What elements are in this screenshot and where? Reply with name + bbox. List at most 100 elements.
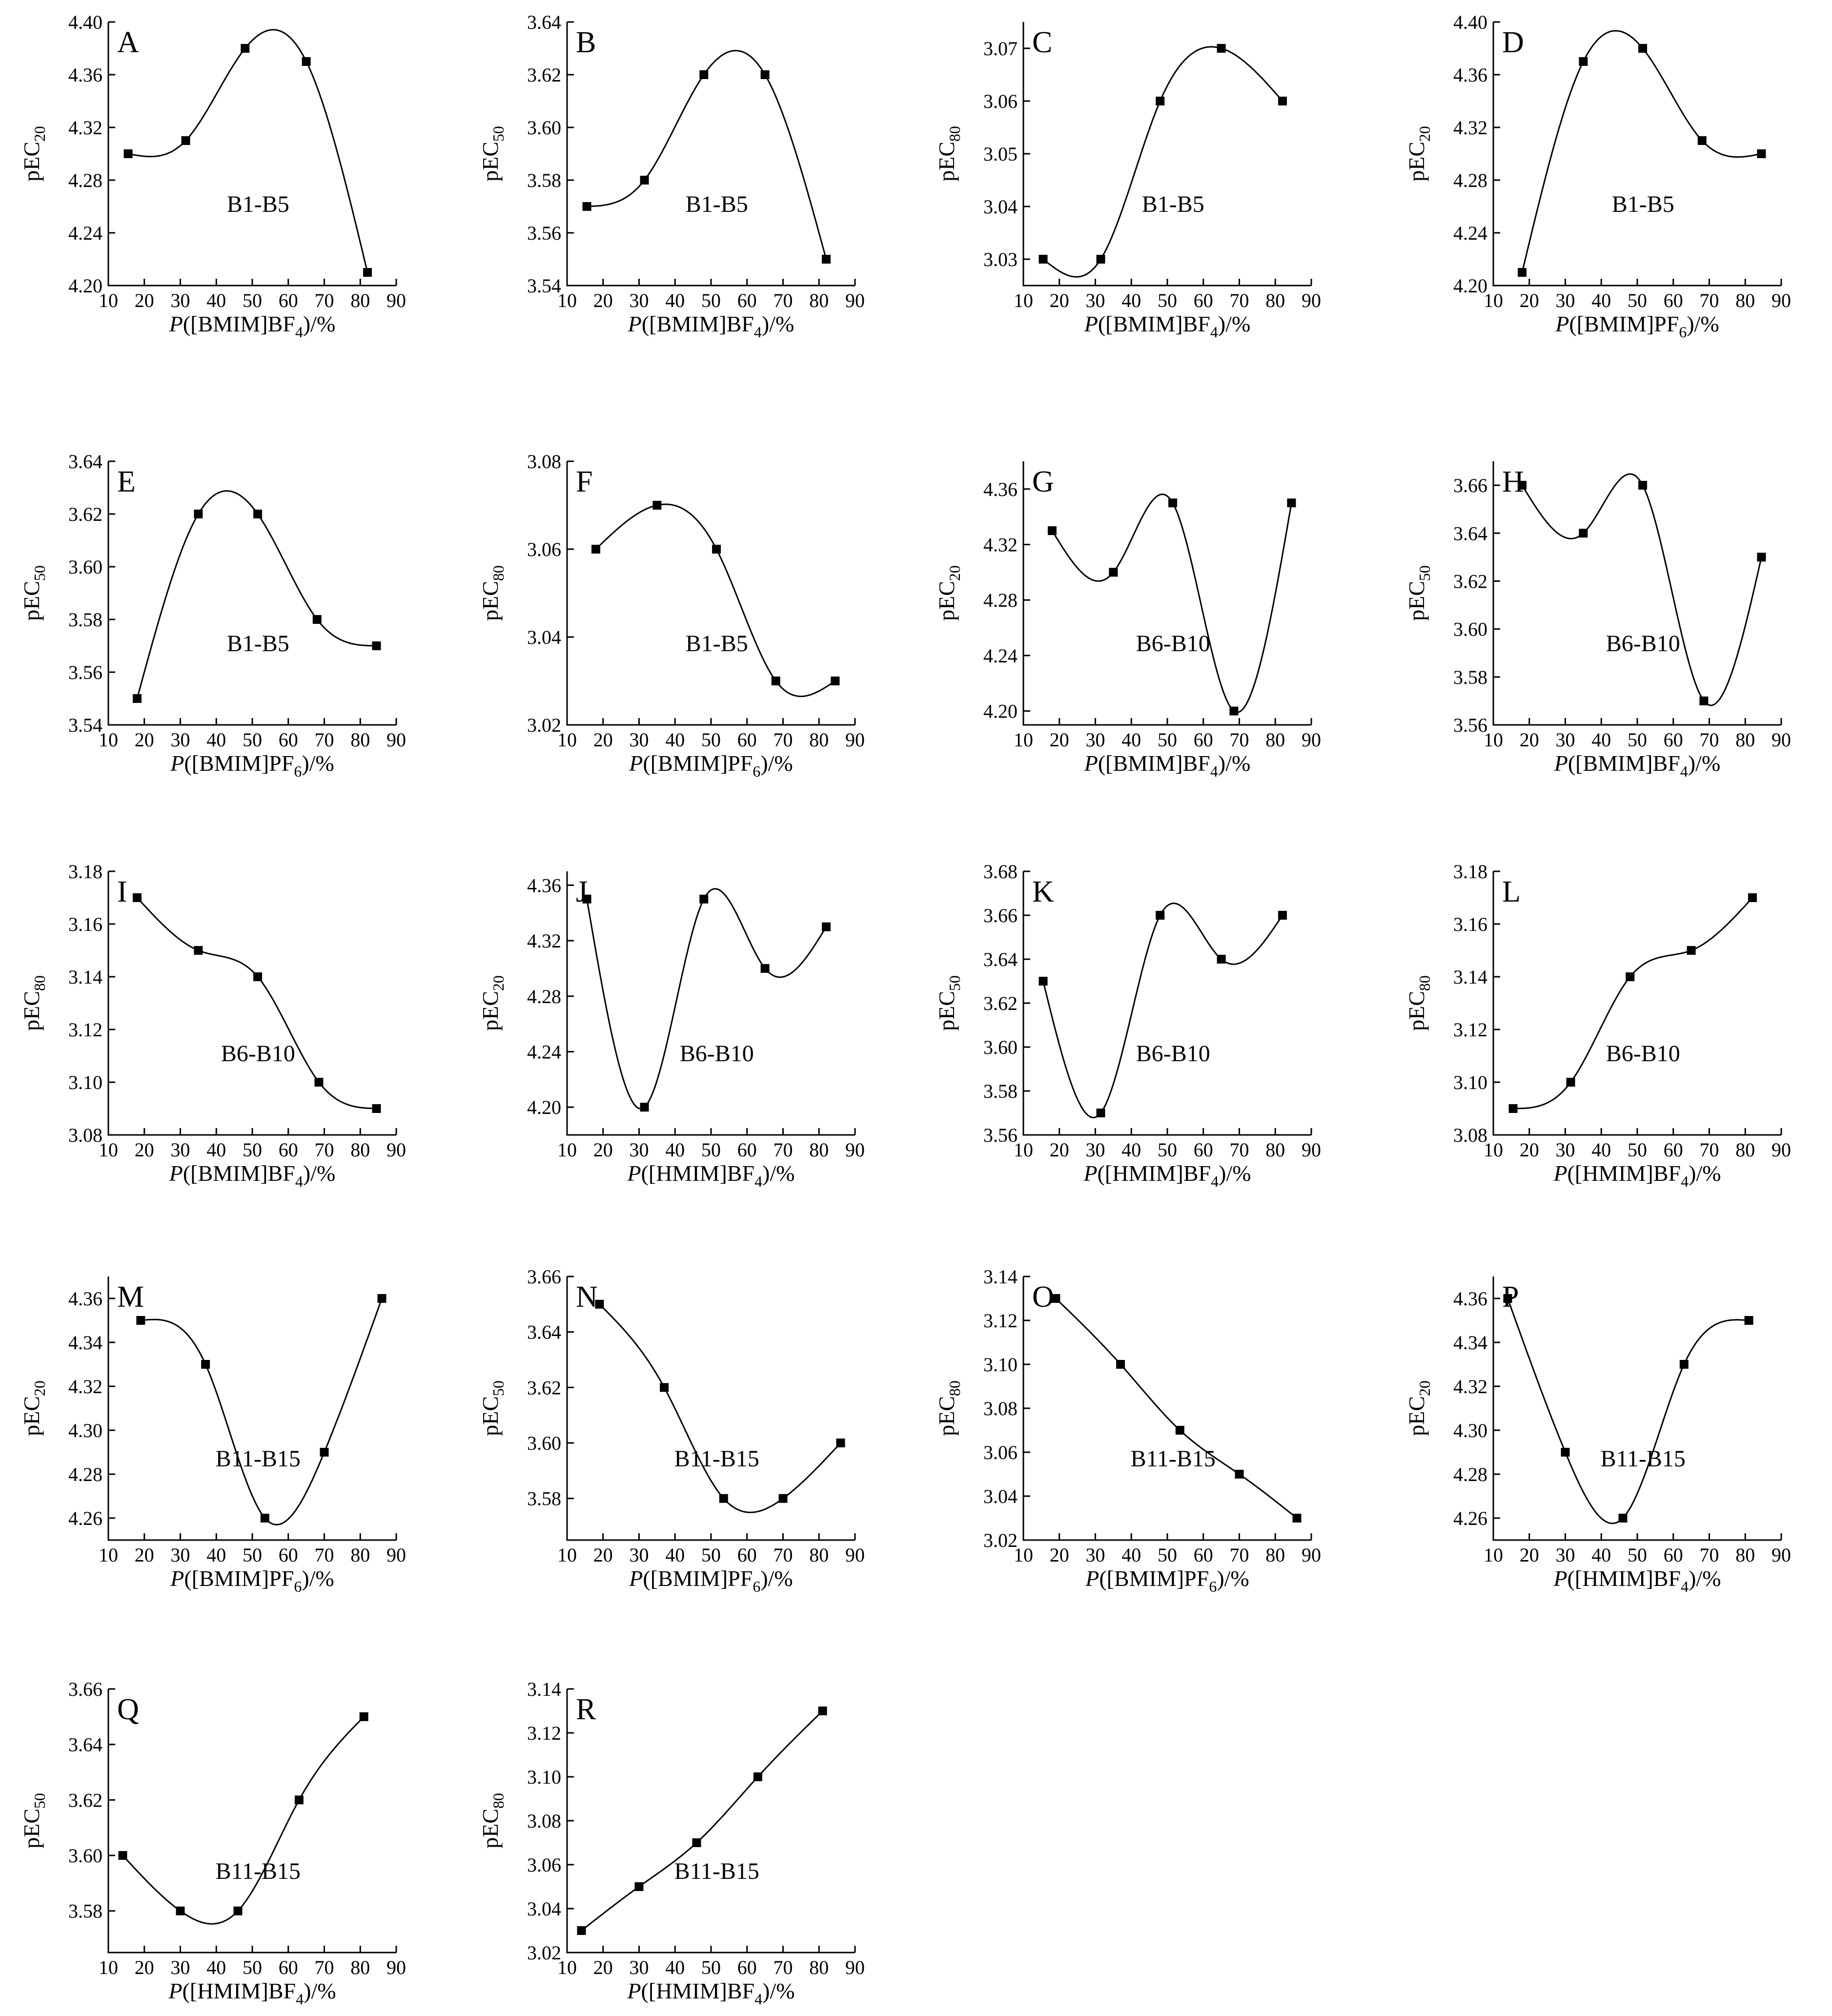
data-point — [1287, 498, 1296, 508]
x-axis-title: P([BMIM]PF6)/% — [170, 751, 334, 780]
series-label: B1-B5 — [686, 631, 748, 657]
data-point — [1518, 268, 1527, 277]
x-tick-label: 80 — [350, 289, 370, 311]
y-axis-title-sub: 50 — [489, 1380, 507, 1396]
x-tick-label: 20 — [1520, 289, 1539, 311]
y-tick-label: 4.20 — [1453, 275, 1487, 297]
data-point — [1096, 1109, 1105, 1117]
x-tick-label: 10 — [1484, 1139, 1503, 1161]
x-tick-label: 90 — [387, 1956, 406, 1978]
y-axis-title-main: pEC — [19, 991, 44, 1031]
x-tick-label: 60 — [279, 729, 298, 751]
y-tick-label: 3.14 — [1453, 966, 1487, 988]
x-axis-title: P([BMIM]BF4)/% — [1084, 311, 1251, 341]
y-tick-label: 3.06 — [527, 538, 561, 560]
x-axis-title-sub: 4 — [1210, 762, 1218, 780]
y-axis-title-main: pEC — [1404, 581, 1429, 621]
data-point — [372, 641, 381, 650]
panel-letter: Q — [117, 1693, 139, 1726]
data-point — [1051, 1294, 1060, 1303]
x-tick-label: 10 — [99, 729, 118, 751]
x-axis-title: P([BMIM]PF6)/% — [170, 1566, 334, 1595]
x-tick-label: 20 — [593, 729, 613, 751]
y-axis-title: pEC50 — [478, 1380, 507, 1436]
x-axis-title-ion: [HMIM]BF — [1575, 1161, 1681, 1186]
x-tick-label: 20 — [1520, 1139, 1539, 1161]
x-axis-title-ion: [BMIM]PF — [1577, 311, 1679, 336]
x-tick-label: 10 — [557, 289, 577, 311]
data-point — [760, 70, 770, 79]
x-tick-label: 20 — [1520, 729, 1539, 751]
data-point — [253, 972, 263, 981]
series-curve — [599, 1303, 841, 1513]
y-axis-title-main: pEC — [478, 581, 503, 621]
x-tick-label: 30 — [630, 289, 649, 311]
y-tick-label: 3.06 — [527, 1854, 561, 1876]
data-point — [577, 1926, 586, 1935]
x-axis-title-ion: [HMIM]BF — [190, 1978, 296, 2003]
y-tick-label: 3.04 — [527, 626, 561, 648]
x-axis-title-ion: [HMIM]BF — [1575, 1566, 1681, 1591]
y-tick-label: 3.66 — [983, 905, 1018, 926]
x-tick-label: 70 — [1230, 1544, 1249, 1566]
x-tick-label: 80 — [1265, 289, 1285, 311]
axis-lines — [1492, 871, 1781, 1136]
x-tick-label: 80 — [809, 1956, 829, 1978]
x-tick-label: 20 — [135, 1139, 154, 1161]
axis-lines — [566, 461, 855, 726]
x-axis-title-ion: [BMIM]BF — [190, 1161, 295, 1186]
data-point — [640, 1103, 649, 1112]
y-tick-label: 3.64 — [983, 948, 1018, 970]
axis-lines — [566, 22, 855, 287]
x-tick-label: 30 — [171, 1544, 190, 1566]
series-curve — [136, 490, 377, 699]
panel-C: 10 20 30 40 50 60 70 80 90 3.03 3.04 3.05 3.06 3.07 C B… — [934, 22, 1321, 341]
y-tick-label: 3.10 — [1453, 1071, 1487, 1093]
data-point — [123, 149, 133, 158]
axis-lines — [107, 22, 396, 287]
y-tick-label: 3.54 — [68, 714, 102, 736]
y-tick-label: 4.28 — [527, 986, 561, 1008]
x-tick-label: 30 — [1556, 1139, 1575, 1161]
y-tick-label: 3.06 — [983, 90, 1018, 112]
y-tick-label: 3.66 — [527, 1266, 561, 1288]
data-point — [719, 1494, 728, 1503]
y-axis-title-sub: 50 — [946, 975, 963, 991]
x-tick-label: 50 — [1628, 1139, 1647, 1161]
data-point — [1697, 136, 1707, 145]
series-label: B11-B15 — [674, 1858, 759, 1884]
y-axis-title-sub: 20 — [489, 975, 507, 991]
y-tick-label: 3.62 — [68, 503, 102, 525]
data-point — [1566, 1078, 1575, 1087]
y-axis-title-main: pEC — [1404, 142, 1429, 182]
x-tick-label: 40 — [206, 729, 226, 751]
y-axis-title-sub: 20 — [1416, 1380, 1433, 1396]
x-tick-label: 40 — [1121, 1544, 1141, 1566]
y-axis-title-sub: 20 — [31, 1380, 48, 1396]
y-tick-label: 3.58 — [983, 1080, 1018, 1102]
y-axis-title-sub: 50 — [31, 565, 48, 581]
x-tick-label: 80 — [1735, 289, 1755, 311]
panel-letter: R — [576, 1693, 596, 1726]
x-tick-label: 70 — [774, 1544, 793, 1566]
x-tick-label: 50 — [701, 1956, 721, 1978]
data-point — [1579, 57, 1588, 66]
y-axis-title: pEC20 — [934, 565, 963, 621]
y-axis-title-main: pEC — [478, 1396, 503, 1436]
y-axis-title-sub: 50 — [1416, 565, 1433, 581]
x-axis-title-sub: 6 — [753, 1578, 760, 1595]
data-point — [294, 1795, 304, 1805]
x-tick-label: 50 — [243, 289, 262, 311]
y-axis-title: pEC20 — [19, 126, 48, 182]
data-point — [1699, 696, 1709, 705]
y-tick-label: 3.14 — [68, 966, 102, 988]
x-tick-label: 60 — [279, 289, 298, 311]
data-point — [591, 545, 600, 554]
y-tick-label: 3.64 — [68, 1734, 102, 1756]
y-axis-title: pEC80 — [1404, 975, 1433, 1031]
y-tick-label: 4.32 — [1453, 117, 1487, 139]
series-label: B1-B5 — [1612, 191, 1674, 217]
x-axis-title-ion: [BMIM]BF — [1105, 751, 1210, 776]
x-tick-label: 20 — [593, 1956, 613, 1978]
axis-lines — [107, 461, 396, 726]
